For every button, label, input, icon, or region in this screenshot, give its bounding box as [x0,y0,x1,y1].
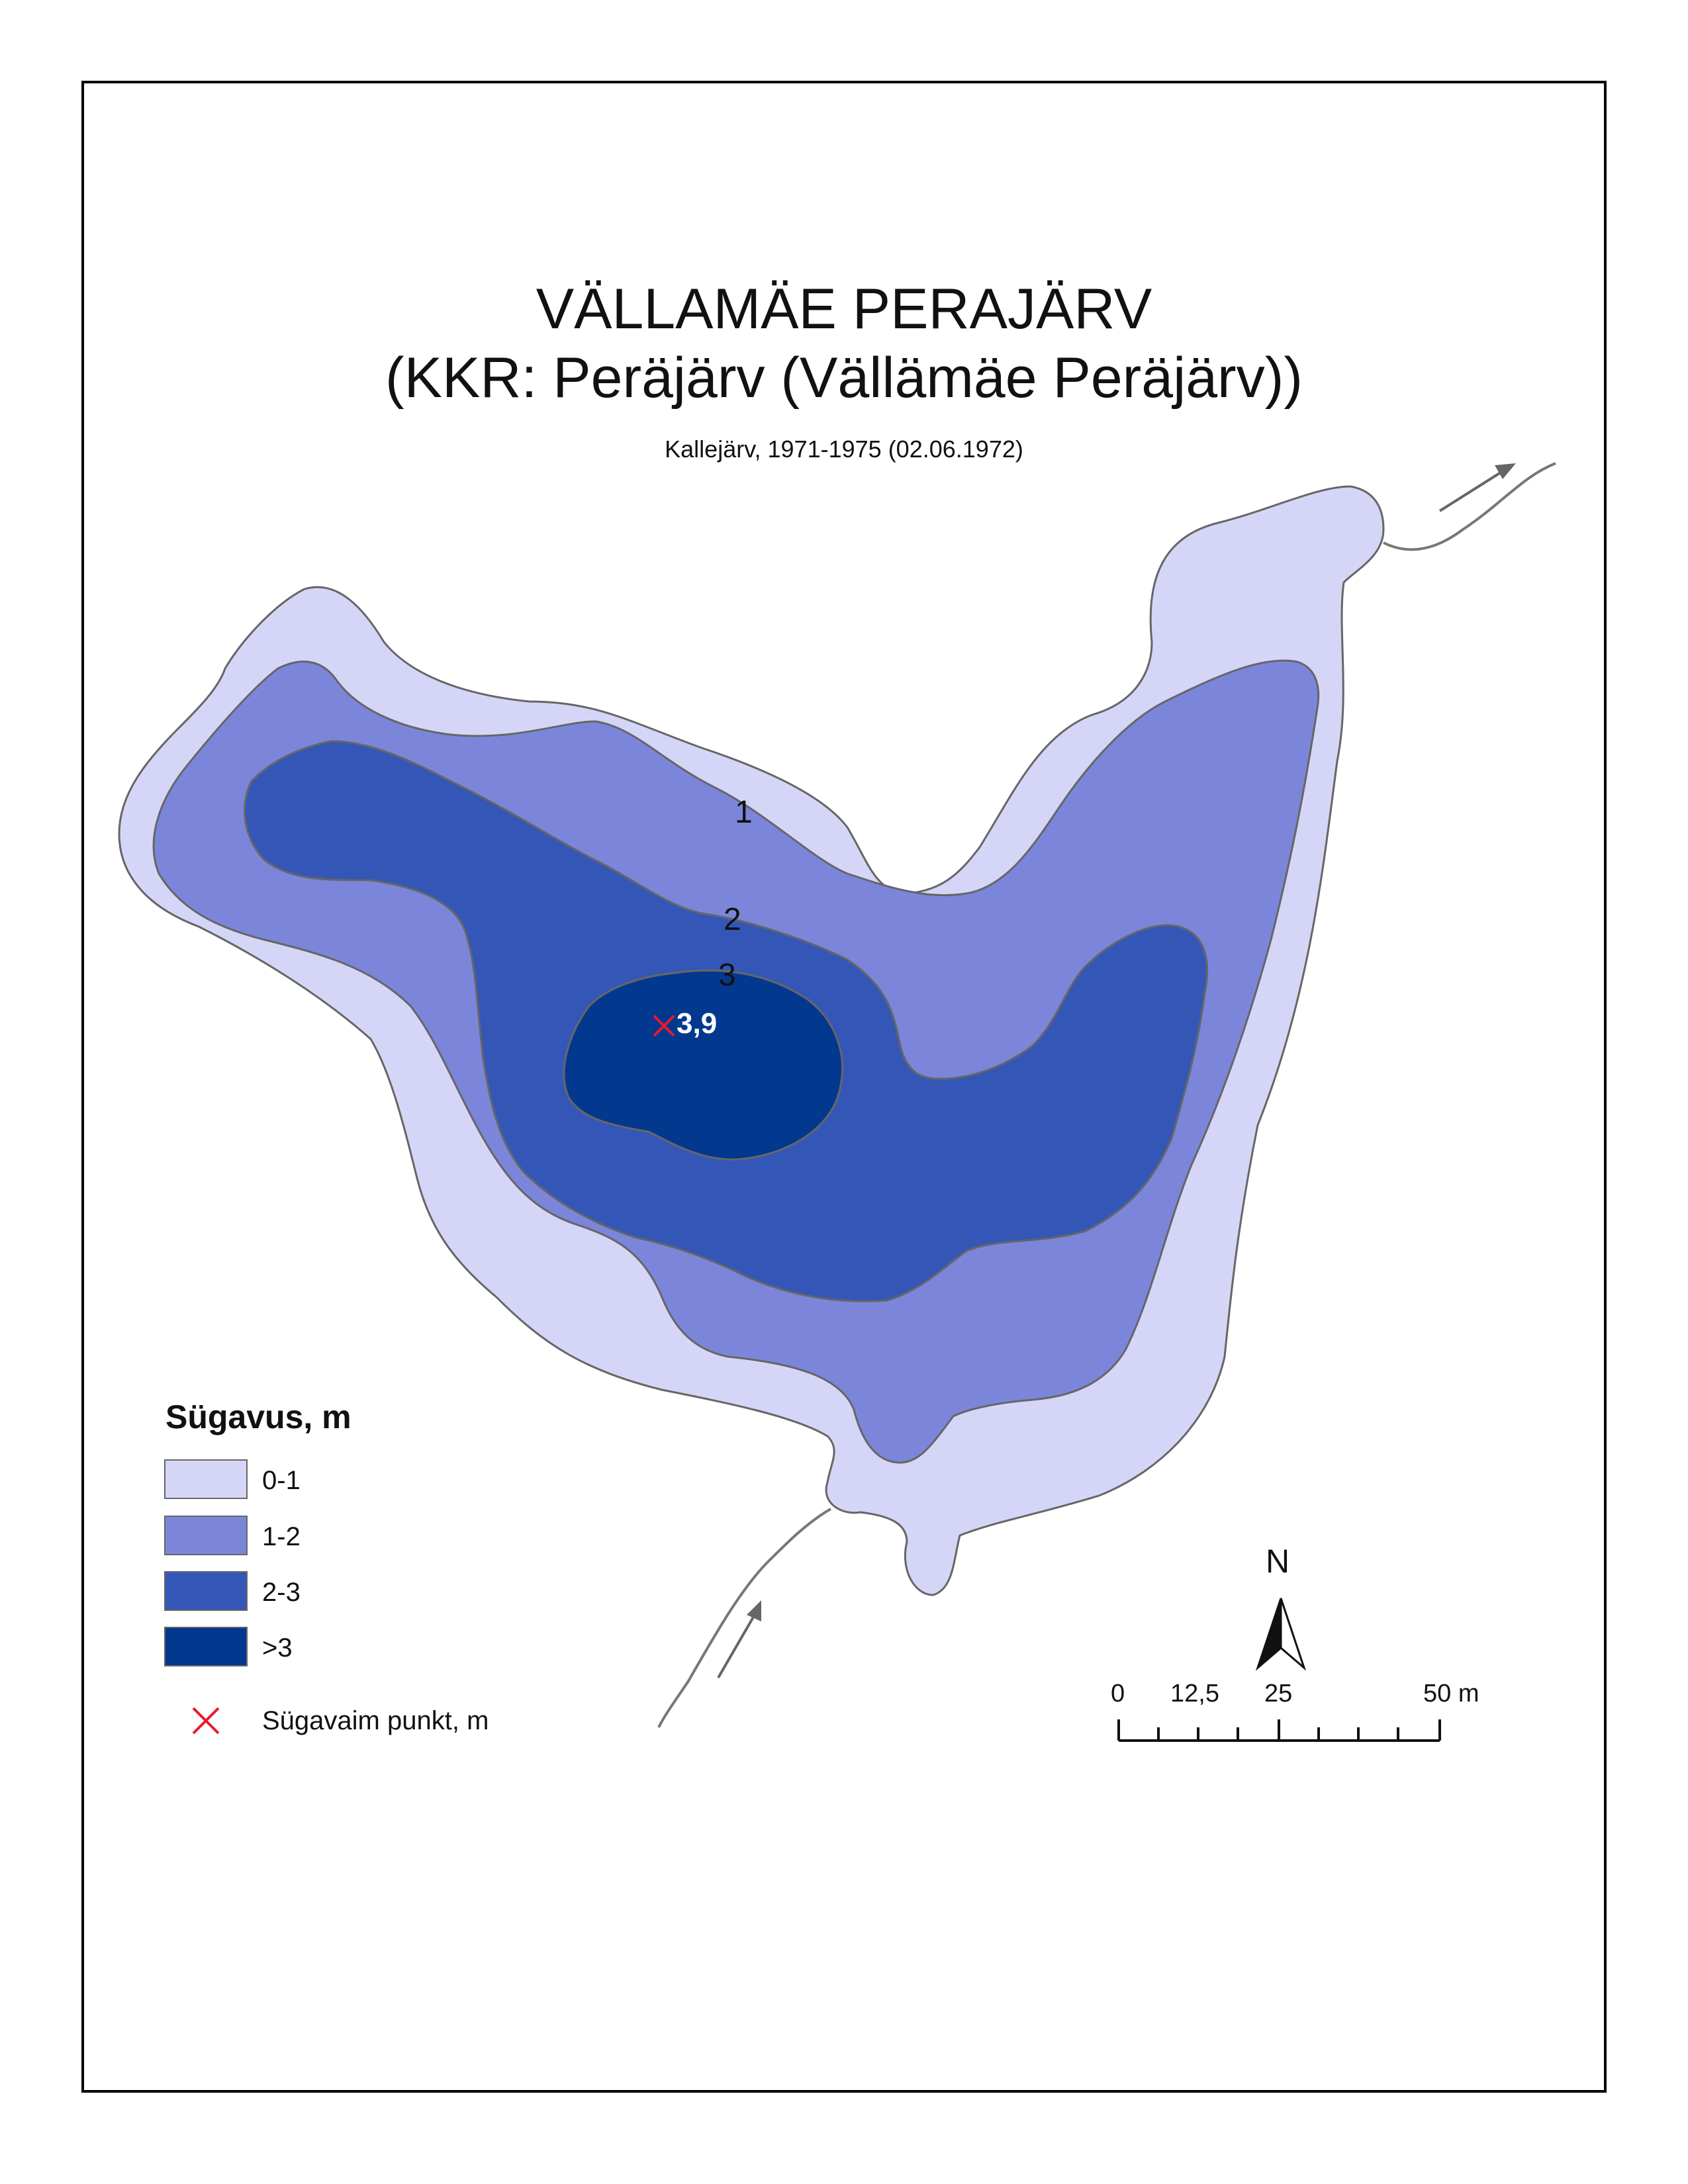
scale-bar [1117,1719,1441,1742]
inflow-arrow-icon [717,1600,761,1679]
legend-swatch [164,1571,248,1611]
scale-label-0: 0 [1111,1680,1125,1707]
outflow-stream [1383,462,1556,551]
deepest-point-value: 3,9 [677,1007,718,1040]
survey-info: Kallejärv, 1971-1975 (02.06.1972) [665,435,1023,463]
legend-label: >3 [262,1633,293,1662]
legend-label: 0-1 [262,1466,301,1495]
contour-label-3: 3 [718,958,736,993]
legend-swatch [164,1516,248,1555]
map-subtitle-kkr: (KKR: Peräjärv (Vällämäe Peräjärv)) [385,346,1303,410]
depth-zone-gt-3 [563,969,844,1161]
scale-label-25: 25 [1264,1680,1293,1707]
north-label: N [1266,1543,1290,1580]
legend-swatch [164,1459,248,1499]
legend-label: 1-2 [262,1522,301,1551]
scale-label-50m: 50 m [1423,1680,1479,1707]
contour-label-2: 2 [724,902,741,937]
north-arrow-icon [1255,1598,1307,1671]
deepest-point-marker-icon [653,1015,675,1037]
map-title: VÄLLAMÄE PERAJÄRV [536,277,1152,341]
scale-label-12-5: 12,5 [1170,1680,1219,1707]
legend-title: Sügavus, m [165,1398,352,1435]
legend-swatch [164,1627,248,1666]
inflow-stream [657,1508,831,1728]
legend-deepest-label: Sügavaim punkt, m [262,1706,489,1735]
map-frame [81,81,1607,2093]
outflow-arrow-icon [1438,463,1516,512]
contour-label-1: 1 [735,795,753,830]
legend-label: 2-3 [262,1578,301,1607]
legend-deepest-marker-icon [192,1707,220,1735]
